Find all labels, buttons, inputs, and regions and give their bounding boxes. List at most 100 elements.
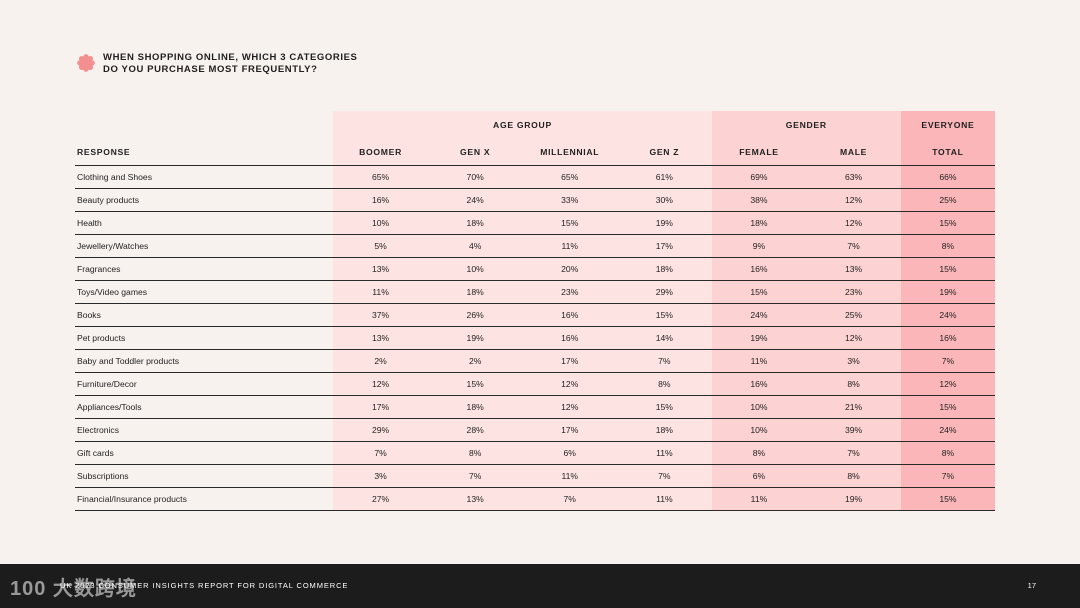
cell-gen-x: 26% [427,302,523,326]
cell-gen-z: 29% [617,279,712,303]
question-header: WHEN SHOPPING ONLINE, WHICH 3 CATEGORIES… [77,52,357,75]
cell-male: 23% [806,279,901,303]
cell-millennial: 12% [522,371,618,395]
cell-gen-x: 4% [427,233,523,257]
cell-gen-z: 61% [617,164,712,188]
cell-male: 12% [806,210,901,234]
cell-boomer: 5% [333,233,428,257]
cell-total: 8% [900,440,995,464]
row-label: Jewellery/Watches [75,233,334,257]
cell-gen-x: 7% [427,463,523,487]
cell-gen-x: 70% [427,164,523,188]
cell-male: 8% [806,463,901,487]
results-table: AGE GROUP GENDER EVERYONE RESPONSE BOOME… [75,111,995,511]
cell-boomer: 10% [333,210,428,234]
cell-boomer: 29% [333,417,428,441]
table-row: Fragrances 13% 10% 20% 18% 16% 13% 15% [75,256,995,280]
cell-millennial: 17% [522,348,618,372]
cell-gen-z: 17% [617,233,712,257]
cell-total: 15% [900,486,995,511]
row-label: Toys/Video games [75,279,334,303]
cell-gen-z: 15% [617,394,712,418]
cell-total: 24% [900,417,995,441]
cell-gen-x: 8% [427,440,523,464]
cell-female: 10% [711,417,807,441]
cell-millennial: 65% [522,164,618,188]
table-row: Gift cards 7% 8% 6% 11% 8% 7% 8% [75,440,995,464]
cell-millennial: 20% [522,256,618,280]
row-label: Clothing and Shoes [75,164,334,188]
cell-millennial: 15% [522,210,618,234]
cell-female: 10% [711,394,807,418]
table-row: Toys/Video games 11% 18% 23% 29% 15% 23% 19% [75,279,995,303]
cell-male: 13% [806,256,901,280]
table-row: Health 10% 18% 15% 19% 18% 12% 15% [75,210,995,234]
page-title: WHEN SHOPPING ONLINE, WHICH 3 CATEGORIES… [103,52,357,75]
cell-gen-z: 11% [617,440,712,464]
cell-female: 24% [711,302,807,326]
results-table-wrapper: AGE GROUP GENDER EVERYONE RESPONSE BOOME… [75,111,995,511]
cell-boomer: 12% [333,371,428,395]
cell-gen-x: 2% [427,348,523,372]
cell-gen-z: 8% [617,371,712,395]
cell-female: 11% [711,486,807,511]
row-label: Furniture/Decor [75,371,334,395]
cell-total: 24% [900,302,995,326]
row-label: Electronics [75,417,334,441]
footer-bar: 100 大数跨境 UK 2023 CONSUMER INSIGHTS REPOR… [0,564,1080,608]
group-header-gender: GENDER [711,111,901,139]
column-header-response: RESPONSE [75,139,334,166]
group-header-row: AGE GROUP GENDER EVERYONE [75,111,995,139]
cell-total: 15% [900,394,995,418]
column-header-millennial: MILLENNIAL [522,139,618,166]
cell-male: 7% [806,233,901,257]
cell-total: 7% [900,463,995,487]
cell-total: 15% [900,256,995,280]
row-label: Financial/Insurance products [75,486,334,511]
row-label: Appliances/Tools [75,394,334,418]
group-header-everyone: EVERYONE [900,111,995,139]
footer-report-title: UK 2023 CONSUMER INSIGHTS REPORT FOR DIG… [60,581,349,590]
table-body: Clothing and Shoes 65% 70% 65% 61% 69% 63% 66% B… [75,164,995,511]
row-label: Baby and Toddler products [75,348,334,372]
cell-total: 19% [900,279,995,303]
cell-female: 16% [711,256,807,280]
table-row: Electronics 29% 28% 17% 18% 10% 39% 24% [75,417,995,441]
cell-total: 12% [900,371,995,395]
cell-male: 7% [806,440,901,464]
cell-female: 18% [711,210,807,234]
cell-boomer: 37% [333,302,428,326]
table-row: Appliances/Tools 17% 18% 12% 15% 10% 21% 15% [75,394,995,418]
cell-gen-x: 24% [427,187,523,211]
cell-gen-z: 19% [617,210,712,234]
cell-millennial: 12% [522,394,618,418]
group-header-empty [75,111,333,139]
cell-female: 11% [711,348,807,372]
cell-gen-x: 13% [427,486,523,511]
row-label: Pet products [75,325,334,349]
table-row: Furniture/Decor 12% 15% 12% 8% 16% 8% 12% [75,371,995,395]
cell-boomer: 3% [333,463,428,487]
watermark-logo: 100 大数跨境 [10,578,137,600]
cell-gen-x: 18% [427,210,523,234]
table-row: Baby and Toddler products 2% 2% 17% 7% 11% 3% 7… [75,348,995,372]
row-label: Subscriptions [75,463,334,487]
cell-gen-z: 14% [617,325,712,349]
table-row: Jewellery/Watches 5% 4% 11% 17% 9% 7% 8% [75,233,995,257]
cell-gen-x: 19% [427,325,523,349]
row-label: Gift cards [75,440,334,464]
column-header-total: TOTAL [900,139,995,166]
cell-gen-z: 7% [617,463,712,487]
table-row: Subscriptions 3% 7% 11% 7% 6% 8% 7% [75,463,995,487]
column-header-male: MALE [806,139,901,166]
row-label: Fragrances [75,256,334,280]
row-label: Health [75,210,334,234]
cell-boomer: 13% [333,256,428,280]
table-row: Pet products 13% 19% 16% 14% 19% 12% 16% [75,325,995,349]
cell-female: 69% [711,164,807,188]
cell-male: 19% [806,486,901,511]
cell-millennial: 11% [522,463,618,487]
cell-total: 25% [900,187,995,211]
column-header-gen-x: GEN X [427,139,523,166]
cell-gen-x: 18% [427,279,523,303]
